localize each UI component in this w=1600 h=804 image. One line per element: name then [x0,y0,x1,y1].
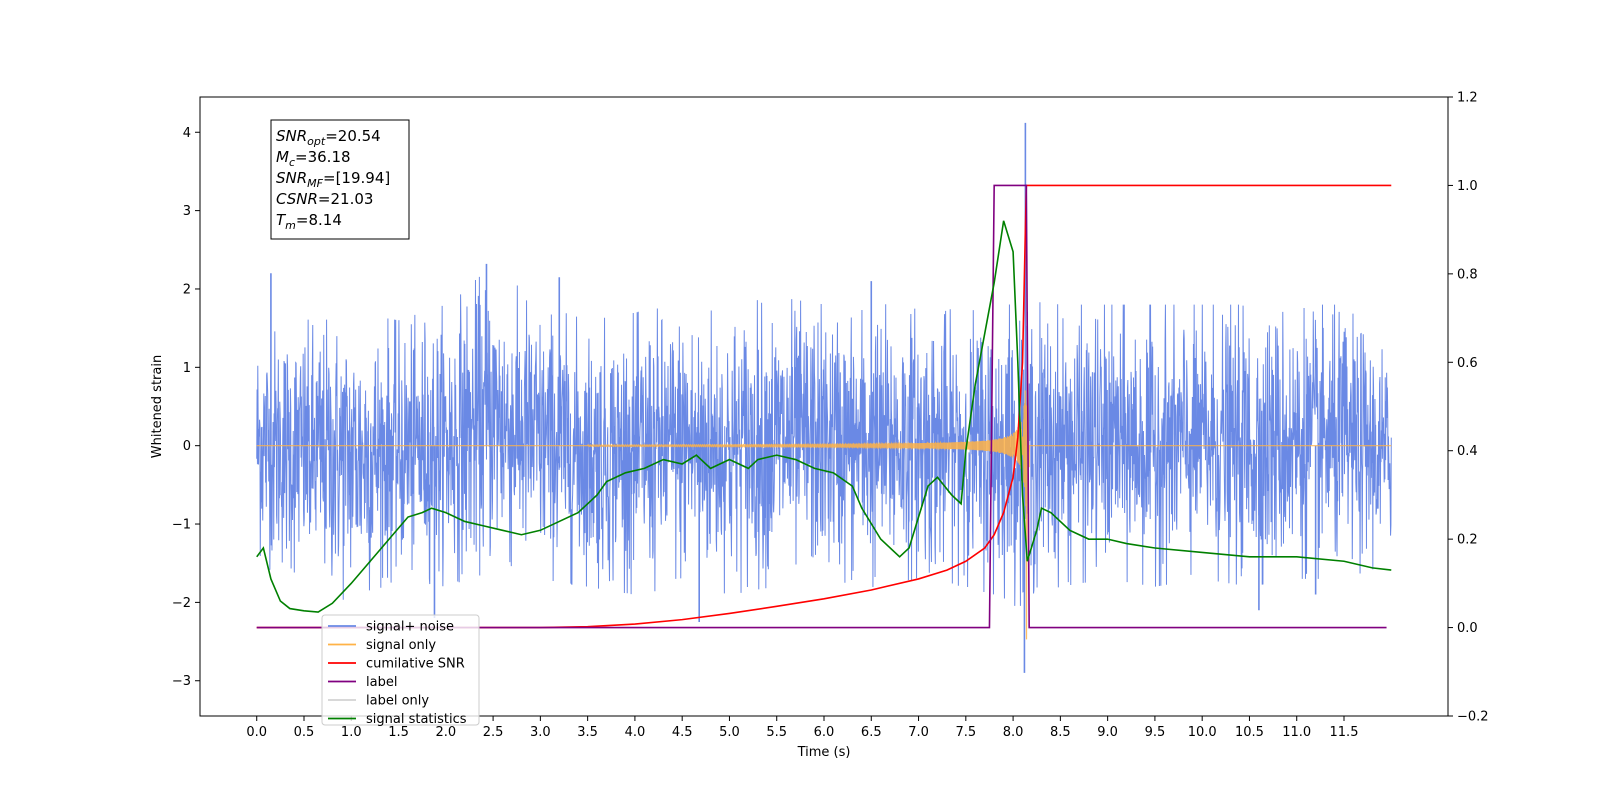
annotation-line: CSNR=21.03 [276,190,373,208]
x-axis: 0.0 0.5 1.0 1.5 2.0 2.5 3.0 3.5 4.0 4.5 5.0 5.5 6.0 6… [246,716,1358,740]
x-tick-label: 1.5 [388,725,409,740]
legend-label: signal only [366,638,436,653]
x-tick-label: 6.5 [861,725,882,740]
x-tick-label: 4.5 [672,725,693,740]
x-tick-label: 10.0 [1188,725,1217,740]
annotation-subscript: m [285,219,296,232]
series-cumilative-snr [256,184,1392,629]
x-tick-label: 11.5 [1330,725,1359,740]
x-tick-label: 10.5 [1235,725,1264,740]
annotation-symbol: M [276,148,289,166]
y-tick-label: −2 [172,596,191,611]
x-tick-label: 6.0 [814,725,835,740]
y-axis-label: Whitened strain [150,355,165,458]
annotation-value: =8.14 [296,211,342,229]
legend-label: cumilative SNR [366,657,465,672]
annotation-line: SNRopt=20.54 [276,127,381,148]
x-tick-label: 0.0 [246,725,267,740]
x-axis-label: Time (s) [797,745,851,760]
x-tick-label: 5.5 [766,725,787,740]
legend: signal+ noise signal only cumilative SNR la… [321,614,480,727]
legend-label: label only [366,694,429,709]
y2-tick-label: 0.6 [1457,356,1478,371]
y2-tick-label: 0.4 [1457,444,1478,459]
annotation-value: =21.03 [318,190,374,208]
x-tick-label: 7.0 [908,725,929,740]
x-tick-label: 9.5 [1145,725,1166,740]
series-signal-only [256,369,1392,640]
annotation-frame [270,119,410,240]
line-trace [256,184,1392,629]
y-tick-label: 2 [183,282,191,297]
x-tick-label: 2.0 [435,725,456,740]
legend-label: signal statistics [366,712,467,727]
x-tick-label: 3.0 [530,725,551,740]
annotation-line: SNRMF=[19.94] [276,169,390,190]
chirp-trace [256,369,1392,640]
legend-label: label [366,675,397,690]
annotation-box: SNRopt=20.54Mc=36.18SNRMF=[19.94]CSNR=21… [270,119,410,240]
y-tick-label: −3 [172,674,191,689]
line-trace [256,184,1387,629]
y2-tick-label: 1.2 [1457,91,1478,106]
legend-label: signal+ noise [366,620,454,635]
annotation-subscript: opt [307,135,326,148]
y-tick-label: 4 [183,126,191,141]
y2-tick-label: 0.2 [1457,533,1478,548]
x-tick-label: 4.0 [625,725,646,740]
x-tick-label: 0.5 [294,725,315,740]
legend-frame [321,614,480,726]
y-tick-label: 1 [183,361,191,376]
x-tick-label: 7.5 [955,725,976,740]
y2-tick-label: 0.0 [1457,621,1478,636]
annotation-line: Tm=8.14 [276,211,342,232]
x-tick-label: 3.5 [577,725,598,740]
y2-tick-label: 1.0 [1457,179,1478,194]
y2-tick-label: 0.8 [1457,267,1478,282]
annotation-symbol: SNR [276,169,307,187]
annotation-value: =20.54 [325,127,381,145]
noise-trace [256,276,1392,606]
x-tick-label: 8.0 [1003,725,1024,740]
line-trace [256,220,1392,613]
y-tick-label: −1 [172,518,191,533]
annotation-symbol: T [276,211,287,229]
annotation-subscript: MF [307,177,323,190]
series-signal-statistics [256,220,1392,613]
x-tick-label: 8.5 [1050,725,1071,740]
x-tick-label: 11.0 [1282,725,1311,740]
annotation-line: Mc=36.18 [276,148,351,169]
annotation-symbol: CSNR [276,190,318,208]
series-label [256,184,1387,629]
annotation-value: =[19.94] [323,169,390,187]
y-axis-left: −3 −2 −1 0 1 2 3 4 [172,126,200,689]
x-tick-label: 1.0 [341,725,362,740]
x-tick-label: 2.5 [483,725,504,740]
annotation-symbol: SNR [276,127,307,145]
annotation-value: =36.18 [295,148,351,166]
y-tick-label: 3 [183,204,191,219]
y-tick-label: 0 [183,439,191,454]
x-tick-label: 5.0 [719,725,740,740]
y2-tick-label: −0.2 [1457,710,1489,725]
annotation-subscript: c [289,156,295,169]
y-axis-right: −0.2 0.0 0.2 0.4 0.6 0.8 1.0 1.2 [1448,91,1489,725]
x-tick-label: 9.0 [1097,725,1118,740]
